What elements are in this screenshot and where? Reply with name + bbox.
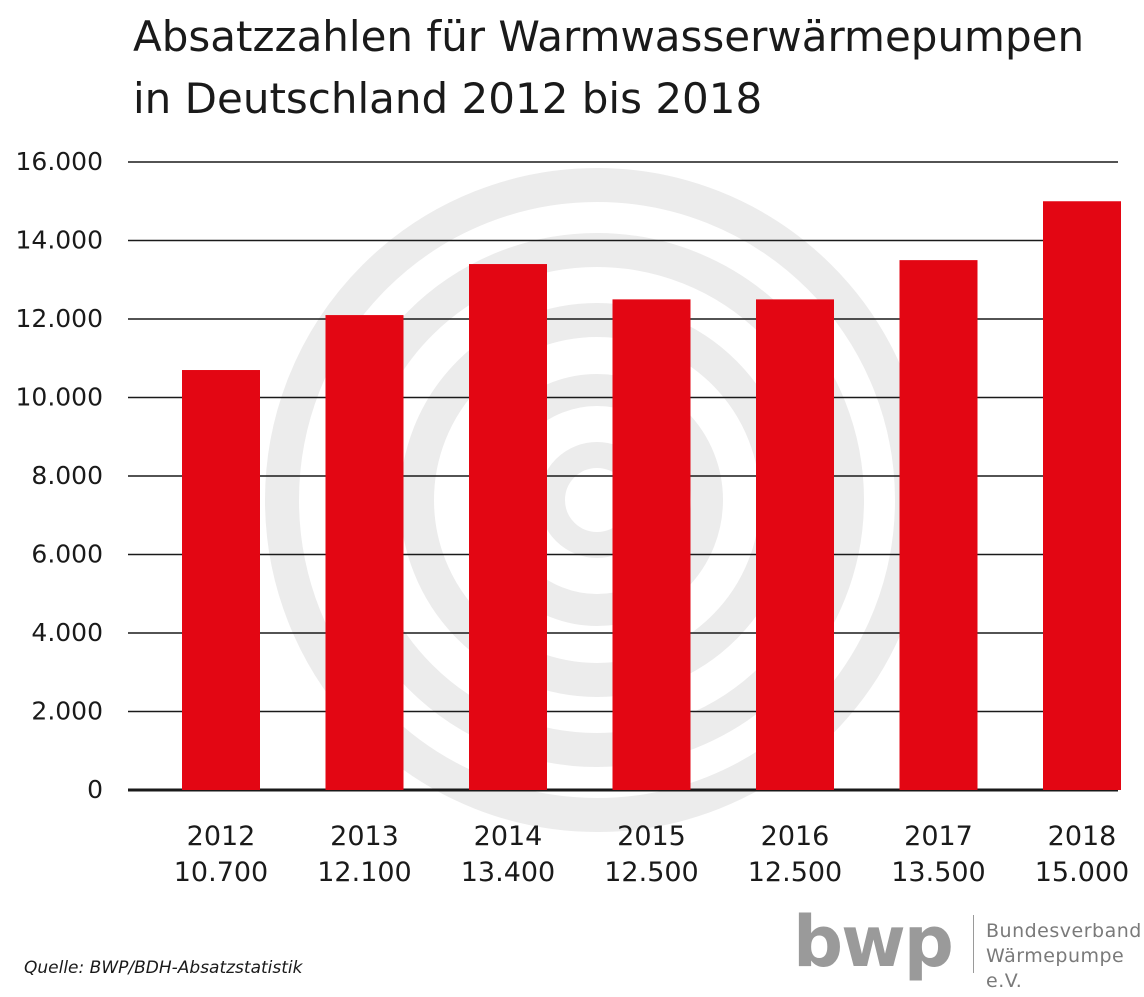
x-category-label: 2015	[617, 821, 686, 852]
y-tick-label: 10.000	[16, 383, 103, 412]
bar-2014	[469, 264, 547, 790]
bar-2015	[612, 299, 691, 790]
x-category-label: 2016	[761, 821, 830, 852]
x-category-label: 2018	[1048, 821, 1117, 852]
y-tick-label: 16.000	[16, 147, 103, 176]
x-category-label: 2014	[474, 821, 543, 852]
logo-text: Bundesverband Wärmepumpe e.V.	[986, 919, 1142, 994]
logo-text-line-2: Wärmepumpe e.V.	[986, 945, 1125, 992]
bar-value-label: 10.700	[174, 857, 268, 888]
logo-separator	[973, 915, 974, 973]
bar-2012	[182, 370, 260, 790]
chart-title: Absatzzahlen für Warmwasserwärmepumpen i…	[133, 6, 1084, 130]
y-tick-label: 8.000	[31, 461, 103, 490]
y-tick-label: 4.000	[31, 618, 103, 647]
bar-2018	[1043, 201, 1121, 790]
bars	[182, 201, 1121, 790]
bar-value-label: 12.500	[604, 857, 698, 888]
bwp-logo: bwp Bundesverband Wärmepumpe e.V.	[793, 901, 1141, 992]
y-tick-label: 12.000	[16, 304, 103, 333]
y-tick-label: 0	[87, 775, 103, 804]
x-axis-labels: 2012 10.700 2013 12.100 2014 13.400 2015 12.500…	[174, 821, 1129, 888]
y-tick-label: 6.000	[31, 540, 103, 569]
x-category-label: 2017	[904, 821, 973, 852]
bar-value-label: 15.000	[1035, 857, 1129, 888]
source-note: Quelle: BWP/BDH-Absatzstatistik	[24, 958, 303, 978]
y-tick-label: 2.000	[31, 697, 103, 726]
bar-2013	[325, 315, 404, 790]
y-axis-tick-labels: 0 2.000 4.000 6.000 8.000 10.000 12.000 14.000 1…	[16, 147, 103, 804]
bar-2016	[756, 299, 834, 790]
bwp-logo-mark: bwp	[793, 901, 954, 983]
bar-value-label: 13.400	[461, 857, 555, 888]
x-category-label: 2013	[330, 821, 399, 852]
chart-title-line-1: Absatzzahlen für Warmwasserwärmepumpen	[133, 12, 1085, 61]
bar-value-label: 12.500	[748, 857, 842, 888]
chart-title-line-2: in Deutschland 2012 bis 2018	[133, 74, 763, 123]
x-category-label: 2012	[187, 821, 256, 852]
bar-2017	[899, 260, 978, 790]
y-tick-label: 14.000	[16, 226, 103, 255]
logo-text-line-1: Bundesverband	[986, 920, 1142, 942]
bar-value-label: 12.100	[317, 857, 411, 888]
bar-value-label: 13.500	[891, 857, 985, 888]
